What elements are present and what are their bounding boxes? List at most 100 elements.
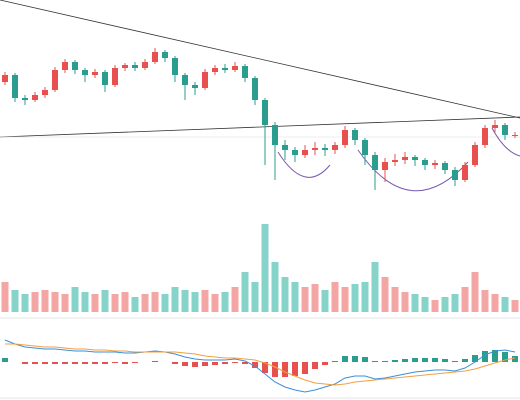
volume-bar: [161, 294, 169, 312]
candle-body: [262, 100, 268, 125]
volume-bar: [311, 284, 319, 312]
candle-body: [342, 130, 348, 145]
candle-body: [92, 72, 98, 75]
macd-bar: [252, 362, 258, 368]
macd-bar: [132, 362, 138, 363]
macd-bar: [182, 362, 188, 366]
volume-bar: [511, 300, 519, 312]
arc: [491, 127, 520, 157]
macd-bar: [312, 362, 318, 369]
candle-body: [292, 150, 298, 155]
candle-body: [312, 148, 318, 150]
candle-body: [132, 65, 138, 68]
volume-bar: [451, 294, 459, 312]
volume-bar: [71, 287, 79, 312]
volume-bar: [461, 287, 469, 312]
candle-body: [2, 75, 8, 82]
macd-bar: [2, 358, 8, 362]
candle-body: [362, 140, 368, 155]
candle-body: [212, 68, 218, 72]
volume-bar: [331, 282, 339, 312]
macd-bar: [212, 362, 218, 365]
volume-bar: [321, 290, 329, 312]
volume-bar: [191, 292, 199, 312]
candle-body: [42, 90, 48, 95]
macd-line: [4, 339, 516, 393]
candle-body: [242, 66, 248, 78]
macd-bar: [52, 362, 58, 364]
volume-bar: [61, 294, 69, 312]
candle-body: [332, 145, 338, 150]
volume-bar: [21, 294, 29, 312]
macd-bar: [302, 362, 308, 374]
macd-bar: [112, 362, 118, 363]
volume-bar: [431, 300, 439, 312]
trend-line: [0, 116, 520, 138]
arc: [277, 151, 331, 178]
macd-bar: [432, 358, 438, 362]
candle-body: [482, 128, 488, 145]
volume-bar: [141, 294, 149, 312]
candle-body: [172, 58, 178, 75]
macd-bar: [452, 361, 458, 362]
candle-body: [392, 160, 398, 162]
volume-bar: [291, 282, 299, 312]
candle-body: [502, 125, 508, 135]
macd-bar: [422, 358, 428, 362]
macd-bar: [222, 362, 228, 364]
volume-bar: [1, 282, 9, 312]
macd-bar: [462, 359, 468, 362]
volume-bar: [381, 277, 389, 312]
macd-bar: [352, 356, 358, 362]
candle-body: [12, 75, 18, 98]
candle-body: [512, 135, 518, 136]
volume-bar: [281, 277, 289, 312]
macd-bar: [292, 362, 298, 376]
candle-body: [432, 163, 438, 165]
macd-bar: [42, 362, 48, 364]
candle-body: [462, 165, 468, 180]
volume-bar: [481, 290, 489, 312]
volume-bar: [151, 292, 159, 312]
volume-bar: [261, 224, 269, 312]
candle-body: [442, 163, 448, 170]
macd-bar: [92, 362, 98, 364]
macd-bar: [62, 362, 68, 364]
candle-body: [142, 62, 148, 68]
macd-bar: [32, 362, 38, 364]
volume-bar: [171, 287, 179, 312]
volume-bar: [221, 292, 229, 312]
macd-bar: [442, 359, 448, 362]
volume-bar: [491, 294, 499, 312]
volume-bar: [31, 292, 39, 312]
trend-line: [0, 0, 520, 119]
candle-body: [452, 170, 458, 180]
volume-bar: [121, 292, 129, 312]
volume-bar: [421, 297, 429, 312]
macd-bar: [482, 351, 488, 362]
macd-bar: [272, 362, 278, 377]
candle-body: [122, 65, 128, 68]
candle-body: [302, 150, 308, 155]
macd-bar: [322, 362, 328, 365]
volume-bar: [51, 292, 59, 312]
volume-bar: [231, 287, 239, 312]
volume-bar: [401, 292, 409, 312]
candle-body: [412, 157, 418, 160]
candle-body: [192, 85, 198, 88]
macd-bar: [512, 356, 518, 362]
volume-bar: [391, 287, 399, 312]
candle-body: [272, 125, 278, 145]
macd-bar: [232, 362, 238, 363]
macd-bar: [72, 362, 78, 364]
volume-bar: [91, 294, 99, 312]
candle-body: [222, 68, 228, 70]
volume-bar: [411, 294, 419, 312]
volume-bar: [211, 294, 219, 312]
volume-bar: [441, 297, 449, 312]
volume-bar: [371, 262, 379, 312]
volume-bar: [111, 294, 119, 312]
macd-bar: [372, 361, 378, 362]
candle-body: [202, 72, 208, 88]
macd-bar: [202, 362, 208, 366]
